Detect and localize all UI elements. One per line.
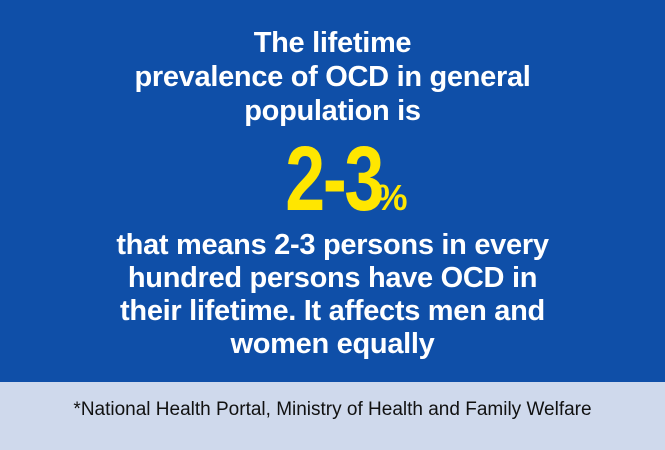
detail-line: their lifetime. It affects men and [120,295,545,327]
stat-number: 2-3 [284,128,384,230]
detail-line: women equally [230,328,435,360]
intro-text: The lifetime prevalence of OCD in genera… [0,26,665,128]
source-footer: *National Health Portal, Ministry of Hea… [0,382,665,450]
prevalence-stat: 2-3% [0,132,665,227]
main-panel: The lifetime prevalence of OCD in genera… [0,0,665,382]
detail-text: that means 2-3 persons in every hundred … [0,229,665,361]
intro-line: prevalence of OCD in general [134,61,531,93]
stat-unit: % [375,177,408,218]
detail-line: hundred persons have OCD in [127,262,538,294]
intro-line: The lifetime [253,27,412,59]
intro-line: population is [244,95,421,127]
source-citation: *National Health Portal, Ministry of Hea… [73,399,592,420]
detail-line: that means 2-3 persons in every [116,229,549,261]
